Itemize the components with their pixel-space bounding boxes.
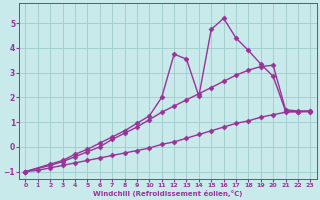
- X-axis label: Windchill (Refroidissement éolien,°C): Windchill (Refroidissement éolien,°C): [93, 190, 243, 197]
